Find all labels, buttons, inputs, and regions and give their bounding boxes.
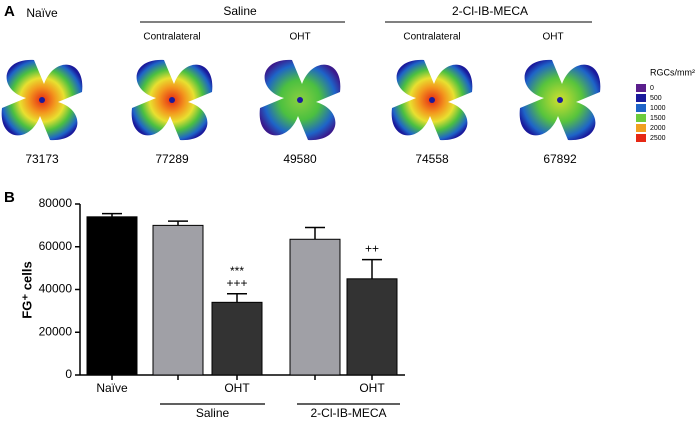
- legend-label: 500: [650, 95, 662, 102]
- legend-swatch: [636, 134, 646, 142]
- x-tick-label: Naïve: [96, 381, 128, 395]
- retina-heading: OHT: [289, 32, 310, 43]
- bar: [346, 278, 398, 376]
- y-tick-label: 80000: [39, 196, 73, 210]
- legend-swatch: [636, 94, 646, 102]
- bar: [86, 216, 138, 376]
- x-tick-label: OHT: [224, 381, 250, 395]
- annotation: +++: [226, 276, 247, 290]
- y-tick-label: 0: [65, 367, 72, 381]
- x-tick-label: OHT: [359, 381, 385, 395]
- panel-label: A: [4, 3, 15, 20]
- legend-swatch: [636, 84, 646, 92]
- retina-heading: Contralateral: [143, 32, 200, 43]
- y-tick-label: 60000: [39, 239, 73, 253]
- retina-count: 49580: [283, 152, 317, 166]
- annotation: ***: [230, 264, 244, 278]
- annotation: ++: [365, 242, 379, 256]
- retina-heading: Naïve: [26, 6, 58, 20]
- optic-nerve: [297, 97, 303, 103]
- optic-nerve: [557, 97, 563, 103]
- y-tick-label: 20000: [39, 324, 73, 338]
- retina-count: 74558: [415, 152, 449, 166]
- retina-count: 73173: [25, 152, 59, 166]
- legend-title: RGCs/mm²: [650, 67, 695, 77]
- legend-label: 1000: [650, 105, 666, 112]
- y-axis-label: FG⁺ cells: [19, 261, 34, 318]
- group-label: Saline: [223, 4, 257, 18]
- y-tick-label: 40000: [39, 282, 73, 296]
- legend-label: 0: [650, 85, 654, 92]
- retina-count: 77289: [155, 152, 189, 166]
- bar: [211, 301, 263, 376]
- bar: [289, 238, 341, 376]
- legend-label: 2500: [650, 135, 666, 142]
- retinas: [1, 59, 601, 141]
- retina-heading: Contralateral: [403, 32, 460, 43]
- retina-heading: OHT: [542, 32, 563, 43]
- optic-nerve: [39, 97, 45, 103]
- group-label: Saline: [196, 406, 230, 420]
- retina-count: 67892: [543, 152, 577, 166]
- legend-swatch: [636, 114, 646, 122]
- legend-label: 2000: [650, 125, 666, 132]
- legend-swatch: [636, 104, 646, 112]
- group-label: 2-Cl-IB-MECA: [310, 406, 386, 420]
- legend-label: 1500: [650, 115, 666, 122]
- optic-nerve: [169, 97, 175, 103]
- group-label: 2-Cl-IB-MECA: [452, 4, 528, 18]
- legend-swatch: [636, 124, 646, 132]
- bar: [152, 224, 204, 376]
- optic-nerve: [429, 97, 435, 103]
- panel-label: B: [4, 189, 15, 206]
